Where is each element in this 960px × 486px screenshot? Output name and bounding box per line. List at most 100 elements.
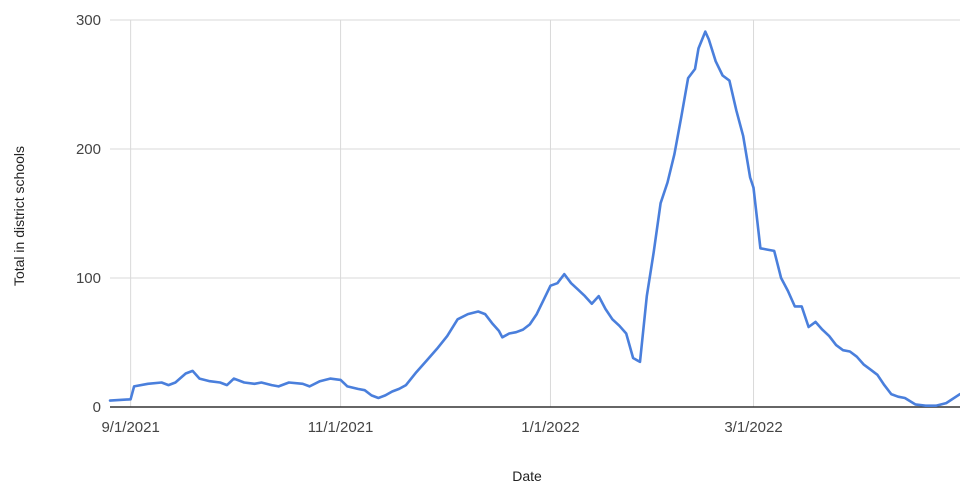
data-point[interactable]	[424, 358, 430, 364]
data-point[interactable]	[286, 380, 292, 386]
data-point[interactable]	[912, 401, 918, 407]
data-point[interactable]	[764, 247, 770, 253]
data-point[interactable]	[751, 185, 757, 191]
data-point[interactable]	[554, 280, 560, 286]
data-point[interactable]	[630, 355, 636, 361]
data-point[interactable]	[658, 200, 664, 206]
data-point[interactable]	[207, 378, 213, 384]
data-point[interactable]	[197, 376, 203, 382]
data-point[interactable]	[241, 380, 247, 386]
data-point[interactable]	[568, 280, 574, 286]
data-point[interactable]	[338, 377, 344, 383]
data-point[interactable]	[403, 382, 409, 388]
data-point[interactable]	[692, 66, 698, 72]
data-point[interactable]	[740, 133, 746, 139]
data-point[interactable]	[861, 361, 867, 367]
data-point[interactable]	[166, 382, 172, 388]
data-point[interactable]	[706, 36, 712, 42]
data-point[interactable]	[895, 394, 901, 400]
data-point[interactable]	[355, 386, 361, 392]
data-point[interactable]	[575, 287, 581, 293]
data-point[interactable]	[561, 271, 567, 277]
data-point[interactable]	[868, 367, 874, 373]
data-point[interactable]	[548, 283, 554, 289]
data-point[interactable]	[696, 45, 702, 51]
data-point[interactable]	[847, 349, 853, 355]
data-point[interactable]	[128, 396, 134, 402]
data-point[interactable]	[300, 381, 306, 387]
data-point[interactable]	[513, 329, 519, 335]
data-point[interactable]	[943, 400, 949, 406]
data-point[interactable]	[785, 288, 791, 294]
data-point[interactable]	[888, 391, 894, 397]
data-point[interactable]	[465, 311, 471, 317]
data-point[interactable]	[231, 376, 237, 382]
data-point[interactable]	[726, 78, 732, 84]
data-point[interactable]	[444, 333, 450, 339]
data-point[interactable]	[252, 381, 258, 387]
data-point[interactable]	[375, 395, 381, 401]
data-point[interactable]	[131, 383, 137, 389]
data-point[interactable]	[534, 311, 540, 317]
data-point[interactable]	[616, 323, 622, 329]
data-point[interactable]	[582, 293, 588, 299]
data-point[interactable]	[396, 386, 402, 392]
data-point[interactable]	[520, 327, 526, 333]
data-point[interactable]	[678, 114, 684, 120]
data-point[interactable]	[747, 174, 753, 180]
data-point[interactable]	[317, 378, 323, 384]
data-point[interactable]	[713, 58, 719, 64]
data-point[interactable]	[183, 371, 189, 377]
data-point[interactable]	[455, 316, 461, 322]
data-point[interactable]	[496, 328, 502, 334]
data-point[interactable]	[596, 293, 602, 299]
data-point[interactable]	[720, 73, 726, 79]
data-point[interactable]	[637, 359, 643, 365]
data-point[interactable]	[665, 180, 671, 186]
data-point[interactable]	[527, 321, 533, 327]
data-point[interactable]	[589, 301, 595, 307]
data-point[interactable]	[389, 389, 395, 395]
data-point[interactable]	[771, 248, 777, 254]
data-point[interactable]	[799, 303, 805, 309]
data-point[interactable]	[923, 403, 929, 409]
data-point[interactable]	[369, 392, 375, 398]
data-point[interactable]	[307, 383, 313, 389]
data-point[interactable]	[382, 392, 388, 398]
data-point[interactable]	[933, 403, 939, 409]
data-point[interactable]	[874, 372, 880, 378]
data-point[interactable]	[733, 107, 739, 113]
data-point[interactable]	[269, 382, 275, 388]
data-point[interactable]	[482, 311, 488, 317]
data-point[interactable]	[902, 395, 908, 401]
data-point[interactable]	[217, 380, 223, 386]
data-point[interactable]	[840, 347, 846, 353]
data-point[interactable]	[145, 381, 151, 387]
data-point[interactable]	[644, 293, 650, 299]
data-point[interactable]	[623, 331, 629, 337]
data-point[interactable]	[651, 249, 657, 255]
data-point[interactable]	[757, 245, 763, 251]
data-point[interactable]	[881, 382, 887, 388]
data-point[interactable]	[276, 383, 282, 389]
data-point[interactable]	[671, 151, 677, 157]
data-point[interactable]	[541, 297, 547, 303]
data-point[interactable]	[258, 380, 264, 386]
data-point[interactable]	[172, 380, 178, 386]
data-point[interactable]	[685, 75, 691, 81]
data-point[interactable]	[434, 346, 440, 352]
data-point[interactable]	[833, 342, 839, 348]
data-point[interactable]	[813, 319, 819, 325]
data-point[interactable]	[792, 303, 798, 309]
data-point[interactable]	[806, 324, 812, 330]
data-point[interactable]	[819, 327, 825, 333]
data-point[interactable]	[506, 331, 512, 337]
data-point[interactable]	[190, 368, 196, 374]
data-point[interactable]	[224, 382, 230, 388]
data-point[interactable]	[475, 309, 481, 315]
data-point[interactable]	[702, 29, 708, 35]
data-point[interactable]	[344, 383, 350, 389]
data-point[interactable]	[107, 398, 113, 404]
data-point[interactable]	[826, 333, 832, 339]
data-point[interactable]	[327, 376, 333, 382]
